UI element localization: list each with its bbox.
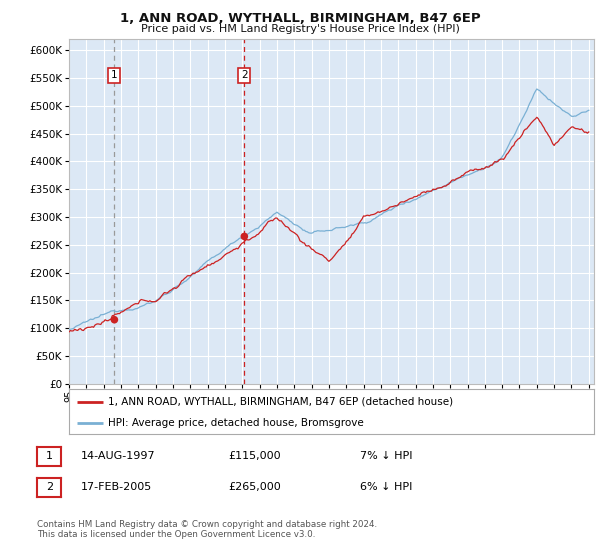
Text: 14-AUG-1997: 14-AUG-1997: [81, 451, 155, 461]
Point: [110, 315, 119, 324]
Text: HPI: Average price, detached house, Bromsgrove: HPI: Average price, detached house, Brom…: [109, 418, 364, 428]
Point: [239, 232, 249, 241]
Text: 2: 2: [46, 482, 53, 492]
Text: 1: 1: [46, 451, 53, 461]
Text: 7% ↓ HPI: 7% ↓ HPI: [360, 451, 413, 461]
Text: 6% ↓ HPI: 6% ↓ HPI: [360, 482, 412, 492]
Text: Contains HM Land Registry data © Crown copyright and database right 2024.
This d: Contains HM Land Registry data © Crown c…: [37, 520, 377, 539]
Text: Price paid vs. HM Land Registry's House Price Index (HPI): Price paid vs. HM Land Registry's House …: [140, 24, 460, 34]
Text: £115,000: £115,000: [228, 451, 281, 461]
Text: £265,000: £265,000: [228, 482, 281, 492]
Text: 1, ANN ROAD, WYTHALL, BIRMINGHAM, B47 6EP (detached house): 1, ANN ROAD, WYTHALL, BIRMINGHAM, B47 6E…: [109, 396, 454, 407]
Text: 1, ANN ROAD, WYTHALL, BIRMINGHAM, B47 6EP: 1, ANN ROAD, WYTHALL, BIRMINGHAM, B47 6E…: [119, 12, 481, 25]
Text: 2: 2: [241, 71, 248, 80]
Text: 17-FEB-2005: 17-FEB-2005: [81, 482, 152, 492]
Text: 1: 1: [111, 71, 118, 80]
